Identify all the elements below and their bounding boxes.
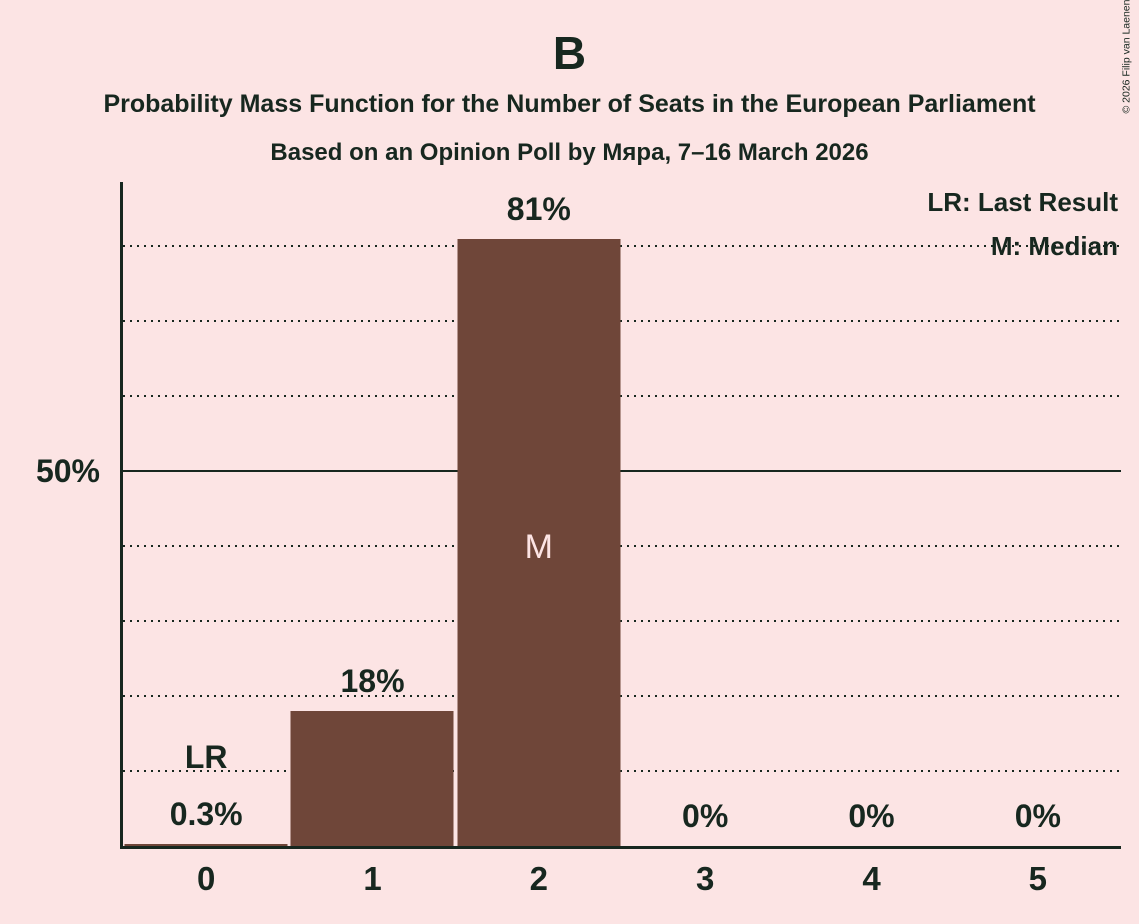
bar-0 [124, 843, 288, 846]
copyright-notice: © 2026 Filip van Laenen [1120, 0, 1133, 114]
gridline-70pct [123, 320, 1121, 322]
gridline-10pct [123, 770, 1121, 772]
gridline-30pct [123, 620, 1121, 622]
value-label-1: 18% [340, 663, 405, 699]
value-label-2: 81% [506, 190, 571, 227]
category-slot-0: 0.3% LR 0 [123, 182, 289, 897]
chart-poll-note: Based on an Opinion Poll by Мяра, 7–16 M… [270, 139, 869, 166]
category-slot-3: 0% 3 [622, 182, 788, 897]
chart-subtitle: Probability Mass Function for the Number… [103, 90, 1036, 118]
category-slot-5: 0% 5 [955, 182, 1121, 897]
value-label-3: 0% [682, 798, 729, 834]
bar-2 [457, 238, 621, 846]
value-label-5: 0% [1014, 798, 1061, 834]
bar-1 [290, 711, 454, 846]
x-tick-label-0: 0 [196, 860, 216, 897]
plot-area: 0.3% LR 0 18% 1 81% M 2 0% 3 0% 4 0% 5 [120, 182, 1121, 897]
x-tick-label-3: 3 [695, 860, 715, 897]
category-slot-1: 18% 1 [289, 182, 455, 897]
legend-last-result: LR: Last Result [927, 187, 1118, 217]
x-tick-label-2: 2 [529, 860, 548, 897]
y-axis-tick-label: 50% [35, 453, 100, 489]
gridline-60pct [123, 395, 1121, 397]
gridline-20pct [123, 695, 1121, 697]
category-slot-4: 0% 4 [788, 182, 954, 897]
category-slot-2: 81% M 2 [456, 182, 622, 897]
x-tick-label-4: 4 [862, 860, 881, 897]
chart-title: B [552, 27, 587, 79]
value-label-4: 0% [848, 798, 895, 834]
gridline-50pct [123, 470, 1121, 472]
x-tick-label-5: 5 [1028, 860, 1047, 897]
gridline-40pct [123, 545, 1121, 547]
legend: LR: Last Result M: Median [927, 180, 1118, 268]
x-tick-label-1: 1 [363, 860, 382, 897]
last-result-marker: LR [184, 739, 228, 775]
legend-median: M: Median [990, 231, 1118, 261]
median-marker: M [524, 528, 553, 566]
gridline-80pct [123, 245, 1121, 247]
value-label-0: 0.3% [169, 795, 243, 832]
